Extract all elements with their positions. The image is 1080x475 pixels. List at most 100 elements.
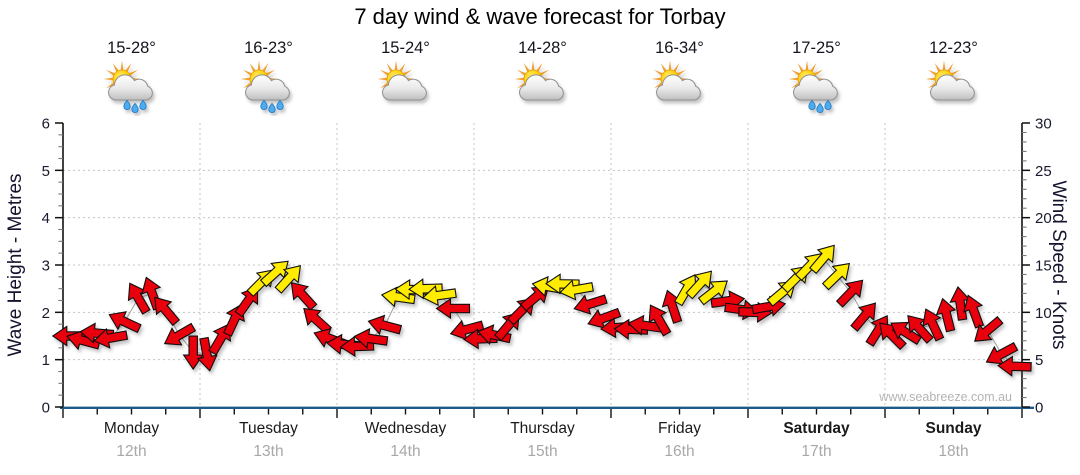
day-temp-range: 15-24° xyxy=(381,39,430,57)
left-tick-label: 3 xyxy=(42,258,50,275)
left-tick-label: 4 xyxy=(42,210,50,227)
wind-arrow xyxy=(353,327,389,349)
sun-cloud-icon xyxy=(651,60,701,101)
wind-arrow xyxy=(648,304,672,337)
right-tick-label: 30 xyxy=(1035,116,1052,133)
wind-arrow xyxy=(850,302,877,332)
right-tick-label: 5 xyxy=(1035,352,1043,369)
wind-arrow xyxy=(835,279,864,308)
day-temp-range: 15-28° xyxy=(107,39,156,57)
wind-arrow xyxy=(435,297,471,320)
day-temp-range: 12-23° xyxy=(929,39,978,57)
page-title: 7 day wind & wave forecast for Torbay xyxy=(354,4,726,29)
weather-icon-slot xyxy=(374,60,438,116)
day-name-label: Saturday xyxy=(783,420,850,437)
wind-arrow xyxy=(303,307,332,335)
day-temp-range: 14-28° xyxy=(518,39,567,57)
cloud-icon xyxy=(381,74,427,101)
right-tick-label: 10 xyxy=(1035,305,1052,322)
rain-drops-icon xyxy=(807,99,832,113)
wind-arrow xyxy=(985,342,1019,365)
day-date-label: 12th xyxy=(116,443,147,460)
wind-arrow xyxy=(922,308,945,342)
day-date-label: 14th xyxy=(390,443,421,460)
wind-arrow xyxy=(196,336,218,372)
wind-arrow xyxy=(697,280,728,306)
rain-drops-icon xyxy=(122,99,147,113)
wind-arrow xyxy=(907,315,934,344)
wind-arrows xyxy=(51,244,1032,377)
wind-arrow xyxy=(685,270,713,300)
cloud-icon xyxy=(518,74,564,101)
sun-cloud-icon xyxy=(925,60,975,101)
left-tick-label: 0 xyxy=(42,400,50,417)
day-date-label: 17th xyxy=(801,443,832,460)
wind-arrow xyxy=(290,281,318,311)
left-tick-label: 5 xyxy=(42,163,50,180)
wind-arrow xyxy=(380,286,416,308)
cloud-icon xyxy=(107,74,153,101)
wind-arrow xyxy=(997,355,1032,377)
sun-cloud-rain-icon xyxy=(240,60,290,113)
wind-arrow xyxy=(587,307,622,329)
wind-arrow xyxy=(108,311,142,334)
cloud-icon xyxy=(244,74,290,101)
right-tick-label: 0 xyxy=(1035,400,1043,417)
sun-cloud-rain-icon xyxy=(788,60,838,113)
day-name-label: Wednesday xyxy=(364,420,447,437)
rain-drops-icon xyxy=(259,99,284,113)
wind-arrow xyxy=(422,285,457,307)
left-tick-label: 2 xyxy=(42,305,50,322)
wind-arrow xyxy=(274,264,302,294)
wind-arrow xyxy=(449,319,485,341)
wind-arrow xyxy=(559,279,594,301)
weather-icon-slot xyxy=(922,60,986,116)
wind-arrow xyxy=(93,327,129,349)
wind-arrow xyxy=(545,273,580,295)
wind-arrow xyxy=(154,296,181,327)
cloud-icon xyxy=(929,74,975,101)
gridlines xyxy=(63,123,1022,407)
day-name-label: Sunday xyxy=(925,420,982,437)
sun-cloud-icon xyxy=(377,60,427,101)
day-name-label: Monday xyxy=(103,420,160,437)
cloud-icon xyxy=(655,74,701,101)
wind-arrow xyxy=(573,294,608,315)
day-date-label: 18th xyxy=(938,443,969,460)
wind-arrow xyxy=(809,244,835,275)
wind-arrow xyxy=(890,321,923,345)
day-name-label: Tuesday xyxy=(239,420,298,437)
wind-arrow xyxy=(821,262,851,291)
day-date-label: 13th xyxy=(253,443,284,460)
sun-cloud-icon xyxy=(514,60,564,101)
wind-arrow xyxy=(182,335,204,371)
weather-icon-slot xyxy=(511,60,575,116)
day-temp-range: 16-23° xyxy=(244,39,293,57)
watermark: www.seabreeze.com.au xyxy=(878,390,1012,404)
sun-cloud-rain-icon xyxy=(103,60,153,113)
right-tick-label: 20 xyxy=(1035,210,1052,227)
day-name-label: Friday xyxy=(657,420,702,437)
day-date-label: 16th xyxy=(664,443,695,460)
right-tick-label: 15 xyxy=(1035,258,1052,275)
wind-arrow xyxy=(974,316,1004,342)
weather-icon-slot xyxy=(100,60,164,116)
right-tick-label: 25 xyxy=(1035,163,1052,180)
wind-arrow xyxy=(879,322,907,351)
day-name-label: Thursday xyxy=(510,420,575,437)
weather-icon-slot xyxy=(237,60,301,116)
wind-arrow xyxy=(163,322,197,346)
weather-icon-slot xyxy=(648,60,712,116)
day-temp-range: 17-25° xyxy=(792,39,841,57)
day-temp-range: 16-34° xyxy=(655,39,704,57)
wind-arrow xyxy=(127,282,151,315)
wind-arrow xyxy=(408,278,443,300)
left-tick-label: 6 xyxy=(42,116,50,133)
wind-arrow xyxy=(963,294,985,329)
axes: 0 1 2 3 4 5 6 0 5 10 15 20 25 30 xyxy=(42,116,1052,418)
left-tick-label: 1 xyxy=(42,352,50,369)
weather-icon-slot xyxy=(785,60,849,116)
wind-arrow xyxy=(935,297,957,333)
